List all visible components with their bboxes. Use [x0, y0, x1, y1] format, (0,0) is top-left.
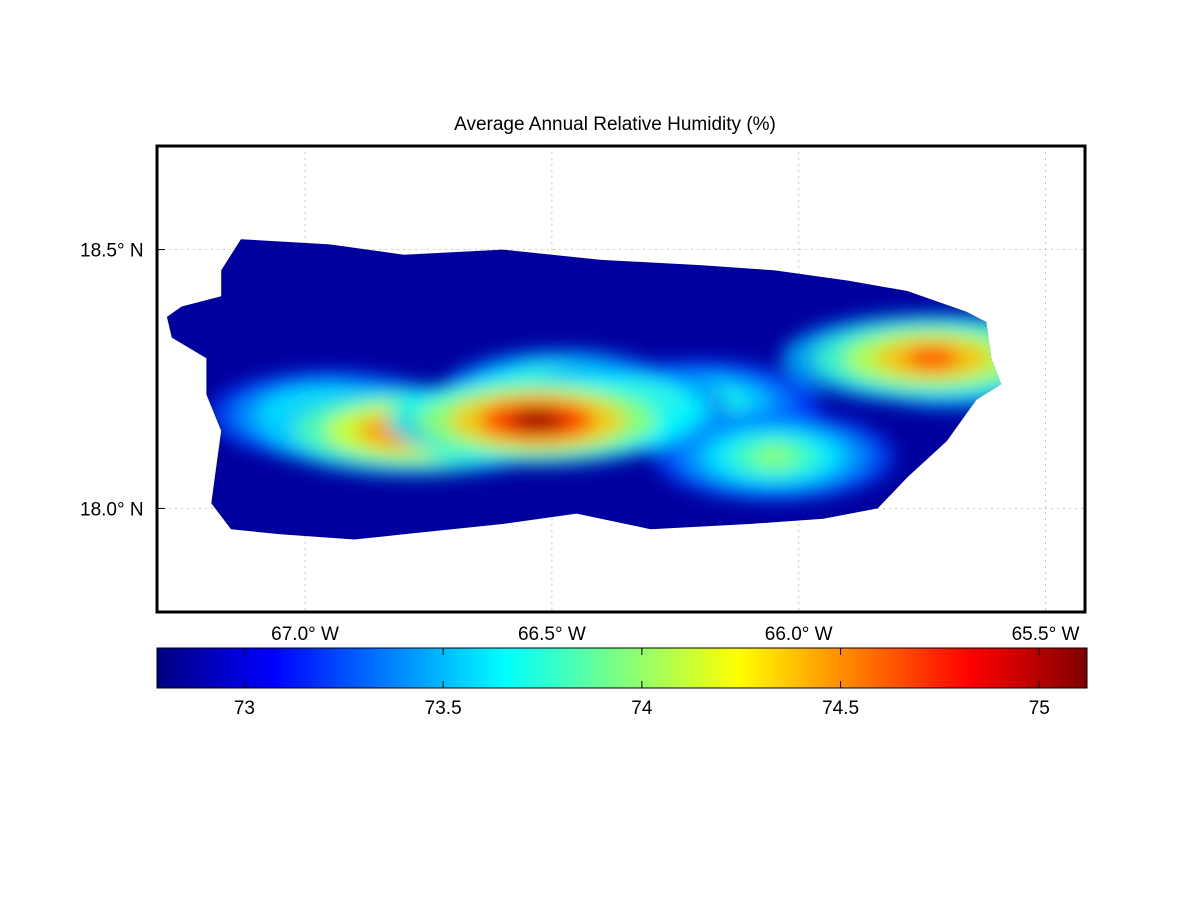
colorbar-tick-label: 75: [1029, 698, 1050, 719]
map-frame: [155, 144, 1087, 614]
humidity-blob: [904, 347, 959, 370]
colorbar: 73 73.5 74 74.5 75: [156, 647, 1088, 719]
humidity-field: [209, 313, 1002, 502]
lon-tick-label: 66.5° W: [518, 624, 586, 645]
colorbar-tick-label: 74.5: [822, 698, 859, 719]
lat-tick-label: 18.5° N: [80, 241, 144, 262]
colorbar-tick-label: 74: [631, 698, 653, 719]
chart-title: Average Annual Relative Humidity (%): [454, 114, 776, 135]
lon-tick-label: 66.0° W: [765, 624, 833, 645]
map-panel: 18.0° N 18.5° N 67.0° W 66.5° W 66.0° W 65.5…: [80, 144, 1087, 645]
humidity-blob: [510, 409, 565, 432]
colorbar-gradient: [156, 647, 1088, 689]
colorbar-tick-label: 73.5: [425, 698, 462, 719]
lon-tick-label: 65.5° W: [1012, 624, 1080, 645]
humidity-blob: [752, 445, 796, 468]
colorbar-ticks: 73 73.5 74 74.5 75: [234, 648, 1050, 719]
longitude-ticks: 67.0° W 66.5° W 66.0° W 65.5° W: [271, 624, 1079, 645]
lon-tick-label: 67.0° W: [271, 624, 339, 645]
colorbar-tick-label: 73: [234, 698, 255, 719]
latitude-ticks: 18.0° N 18.5° N: [80, 241, 165, 520]
lat-tick-label: 18.0° N: [80, 499, 144, 520]
